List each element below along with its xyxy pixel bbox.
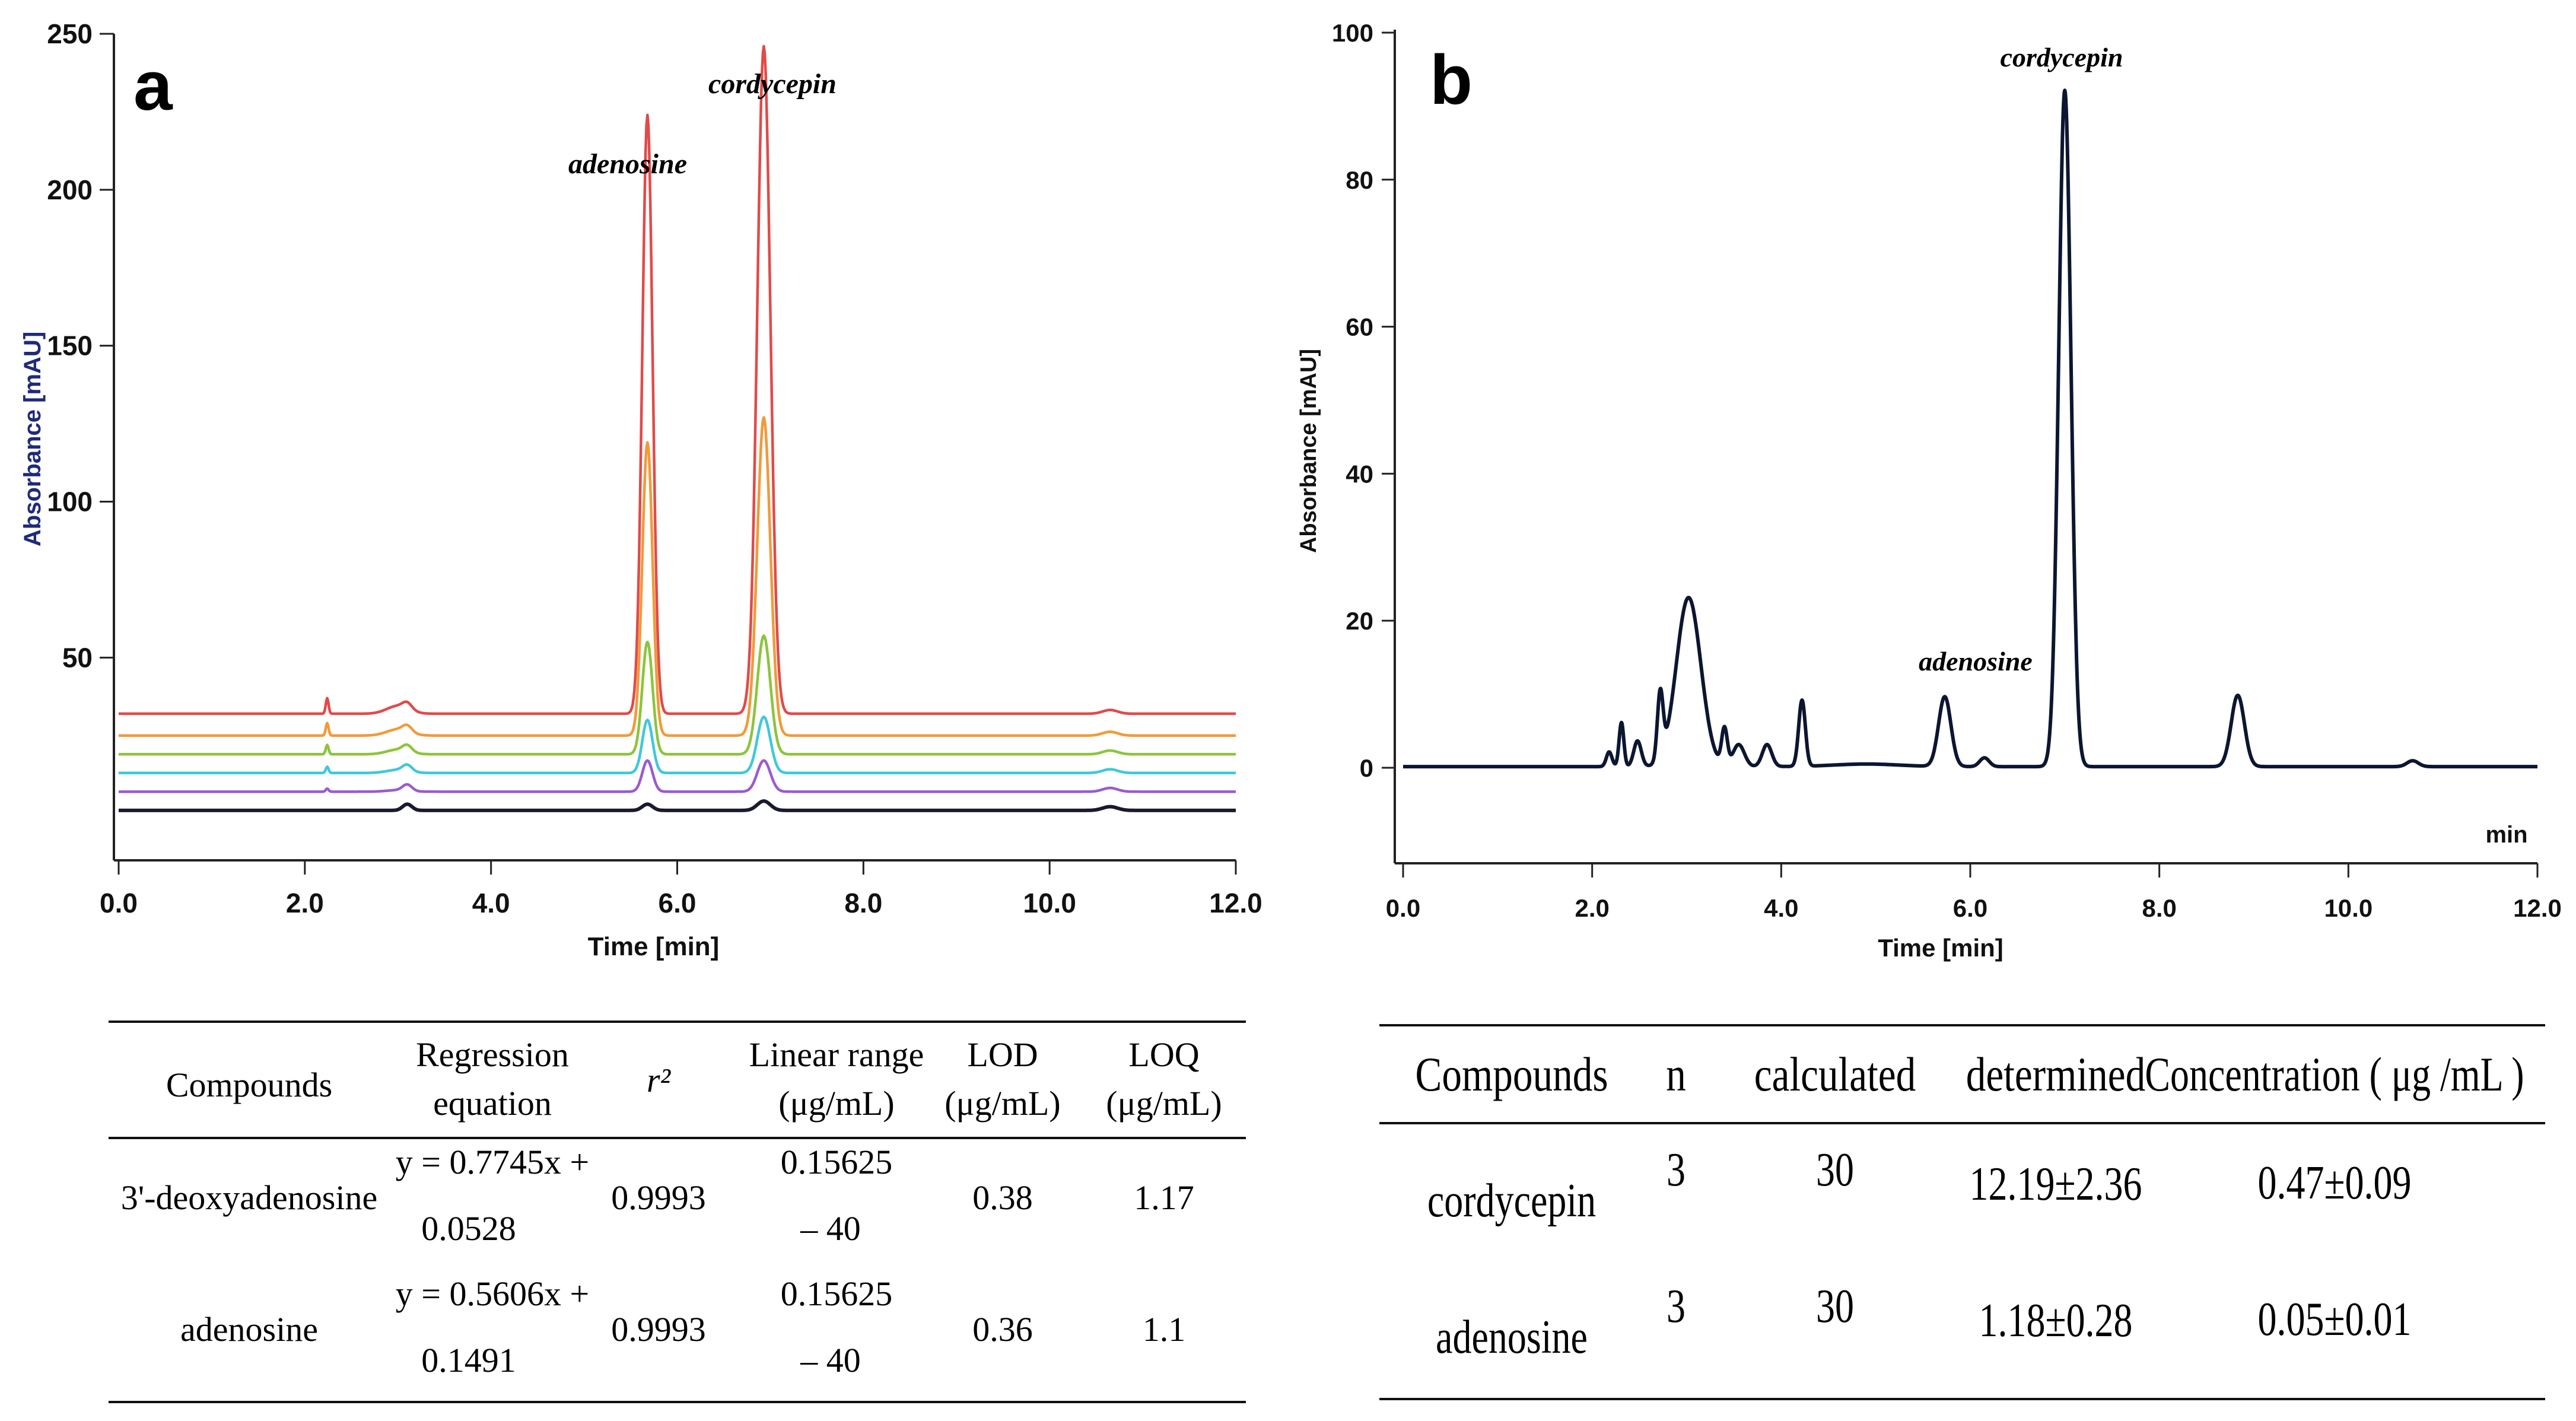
table-cell: 1.1 xyxy=(1143,1310,1186,1349)
x-tick-label: 6.0 xyxy=(659,888,697,918)
y-tick-label: 60 xyxy=(1346,313,1373,341)
x-tick-label: 0.0 xyxy=(100,888,138,918)
x-tick-label: 10.0 xyxy=(2324,894,2373,922)
panel-b-chromatogram: 0.0 2.0 4.0 6.0 8.0 10.0 12.0 0 20 40 60 80 100 Time … xyxy=(1296,19,2562,962)
table-cell: cordycepin xyxy=(1427,1174,1596,1226)
calibration-table: Compounds Regression equation r² Linear rang… xyxy=(109,1021,1246,1403)
peak-label-cordycepin: cordycepin xyxy=(708,68,837,100)
peak-label-adenosine: adenosine xyxy=(568,148,687,180)
table-cell: 12.19±2.36 xyxy=(1969,1157,2142,1210)
x-tick-label: 2.0 xyxy=(1575,894,1609,922)
table-header-cell: Compounds xyxy=(166,1066,332,1104)
table-cell: 30 xyxy=(1816,1143,1854,1196)
table-cell: 30 xyxy=(1816,1279,1854,1332)
table-header-cell: LOQ xyxy=(1128,1035,1199,1074)
y-tick-label: 80 xyxy=(1346,166,1373,194)
x-axis-label: Time [min] xyxy=(1878,934,2003,962)
table-header-cell: n xyxy=(1666,1048,1686,1102)
x-axis-label: Time [min] xyxy=(588,932,720,961)
series-line-2 xyxy=(118,416,1236,737)
y-tick-label: 100 xyxy=(47,486,93,517)
y-axis-label: Absorbance [mAU] xyxy=(20,332,46,546)
table-header-cell: LOD xyxy=(967,1035,1038,1074)
y-tick-label: 250 xyxy=(47,18,93,49)
table-cell: – 40 xyxy=(800,1209,861,1248)
series-line-sample xyxy=(1401,88,2539,769)
table-header-cell: determined xyxy=(1966,1048,2145,1102)
sample-results-table: Compounds n calculated determined Concentrat… xyxy=(1379,1024,2545,1400)
x-tick-label: 12.0 xyxy=(1209,888,1262,918)
x-tick-label: 4.0 xyxy=(472,888,510,918)
table-cell: 0.15625 xyxy=(781,1143,893,1181)
x-tick-label: 0.0 xyxy=(1386,894,1420,922)
table-cell: 1.17 xyxy=(1134,1178,1194,1217)
x-unit-label: min xyxy=(2485,822,2527,848)
series-line-3 xyxy=(118,634,1236,756)
y-tick-label: 40 xyxy=(1346,460,1373,488)
series-line-5 xyxy=(118,759,1236,793)
table-cell: y = 0.5606x + xyxy=(396,1274,589,1313)
panel-label: b xyxy=(1430,41,1473,119)
peak-label-adenosine: adenosine xyxy=(1919,646,2033,676)
table-cell: 0.9993 xyxy=(611,1178,706,1217)
table-cell: 3'-deoxyadenosine xyxy=(121,1178,377,1217)
table-header-cell: calculated xyxy=(1754,1048,1916,1102)
panel-label: a xyxy=(133,47,173,125)
table-header-cell: Linear range xyxy=(749,1035,924,1074)
table-cell: 3 xyxy=(1667,1279,1685,1332)
table-header-cell: (μg/mL) xyxy=(778,1084,894,1123)
table-cell: 0.47±0.09 xyxy=(2257,1156,2411,1209)
x-tick-label: 6.0 xyxy=(1953,894,1987,922)
y-tick-label: 0 xyxy=(1360,754,1373,782)
table-cell: y = 0.7745x + xyxy=(396,1143,589,1181)
y-tick-label: 100 xyxy=(1332,19,1373,47)
series-line-1 xyxy=(118,44,1236,716)
y-tick-label: 50 xyxy=(62,642,93,673)
table-cell: 0.36 xyxy=(972,1310,1033,1349)
series-line-6 xyxy=(117,799,1237,812)
y-tick-label: 20 xyxy=(1346,607,1373,635)
table-header-cell: Compounds xyxy=(1416,1048,1608,1102)
series-line-4 xyxy=(118,715,1236,775)
table-header-cell: equation xyxy=(433,1084,552,1123)
panel-a-chromatogram: 0.0 2.0 4.0 6.0 8.0 10.0 12.0 50 100 150 200 250 Tim… xyxy=(20,18,1262,961)
table-header-cell: Concentration ( μg /mL ) xyxy=(2145,1047,2524,1101)
y-tick-label: 150 xyxy=(47,330,93,361)
table-cell: 0.05±0.01 xyxy=(2257,1292,2411,1345)
table-header-cell: (μg/mL) xyxy=(944,1084,1060,1123)
x-tick-label: 4.0 xyxy=(1764,894,1798,922)
x-tick-label: 8.0 xyxy=(2142,894,2176,922)
table-cell: adenosine xyxy=(1436,1310,1588,1363)
table-header-cell: (μg/mL) xyxy=(1106,1084,1222,1123)
table-cell: 0.15625 xyxy=(781,1274,893,1313)
x-tick-label: 12.0 xyxy=(2513,894,2562,922)
table-cell: 0.9993 xyxy=(611,1310,706,1349)
x-tick-label: 10.0 xyxy=(1023,888,1076,918)
peak-label-cordycepin: cordycepin xyxy=(2001,42,2123,72)
x-tick-label: 2.0 xyxy=(286,888,324,918)
table-cell: 0.1491 xyxy=(421,1341,516,1379)
table-header-cell: r² xyxy=(647,1061,672,1099)
table-cell: 1.18±0.28 xyxy=(1979,1293,2132,1346)
y-axis-label: Absorbance [mAU] xyxy=(1296,349,1321,553)
table-header-cell: Regression xyxy=(416,1035,569,1074)
table-cell: – 40 xyxy=(800,1341,861,1379)
x-tick-label: 8.0 xyxy=(844,888,882,918)
table-cell: 0.0528 xyxy=(421,1209,516,1248)
y-tick-label: 200 xyxy=(47,174,93,205)
table-cell: 3 xyxy=(1667,1143,1685,1196)
table-cell: adenosine xyxy=(180,1310,318,1349)
table-cell: 0.38 xyxy=(972,1178,1033,1217)
